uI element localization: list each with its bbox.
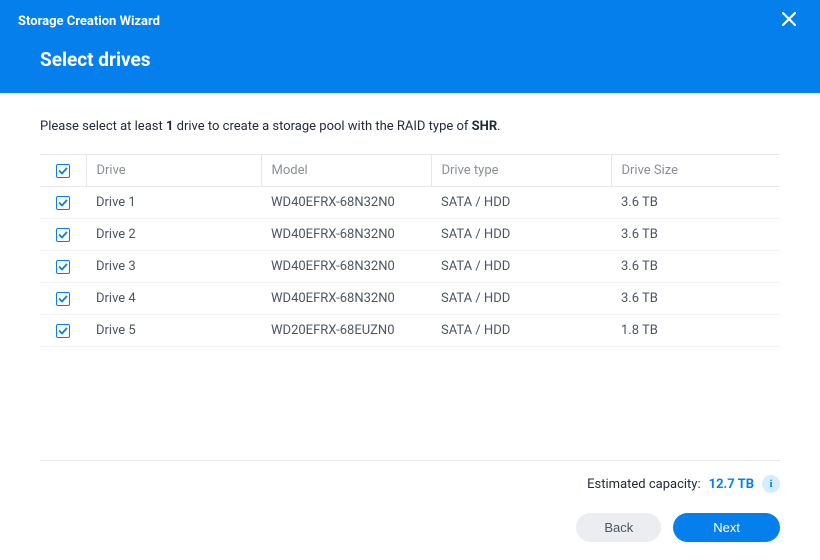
row-checkbox[interactable] bbox=[56, 292, 70, 306]
drive-size: 3.6 TB bbox=[611, 187, 780, 219]
step-title: Select drives bbox=[0, 36, 820, 93]
column-header-size[interactable]: Drive Size bbox=[611, 155, 780, 187]
drive-type: SATA / HDD bbox=[431, 251, 611, 283]
drive-name: Drive 3 bbox=[86, 251, 261, 283]
table-row[interactable]: Drive 3WD40EFRX-68N32N0SATA / HDD3.6 TB bbox=[40, 251, 780, 283]
info-icon[interactable]: i bbox=[762, 475, 780, 493]
next-button[interactable]: Next bbox=[673, 513, 780, 542]
column-header-type[interactable]: Drive type bbox=[431, 155, 611, 187]
instruction-mid: drive to create a storage pool with the … bbox=[173, 119, 471, 134]
table-row[interactable]: Drive 4WD40EFRX-68N32N0SATA / HDD3.6 TB bbox=[40, 283, 780, 315]
drive-name: Drive 5 bbox=[86, 315, 261, 347]
table-row[interactable]: Drive 5WD20EFRX-68EUZN0SATA / HDD1.8 TB bbox=[40, 315, 780, 347]
row-checkbox[interactable] bbox=[56, 324, 70, 338]
wizard-header: Storage Creation Wizard Select drives bbox=[0, 0, 820, 93]
content-area: Please select at least 1 drive to create… bbox=[0, 93, 820, 347]
row-checkbox[interactable] bbox=[56, 196, 70, 210]
drive-size: 3.6 TB bbox=[611, 251, 780, 283]
capacity-row: Estimated capacity: 12.7 TB i bbox=[40, 460, 780, 493]
capacity-value: 12.7 TB bbox=[709, 477, 754, 492]
row-checkbox[interactable] bbox=[56, 228, 70, 242]
wizard-title: Storage Creation Wizard bbox=[18, 14, 160, 29]
back-button[interactable]: Back bbox=[576, 513, 661, 542]
table-header-row: Drive Model Drive type Drive Size bbox=[40, 155, 780, 187]
drive-name: Drive 1 bbox=[86, 187, 261, 219]
instruction-prefix: Please select at least bbox=[40, 119, 166, 134]
button-row: Back Next bbox=[40, 513, 780, 542]
column-header-drive[interactable]: Drive bbox=[86, 155, 261, 187]
drive-model: WD40EFRX-68N32N0 bbox=[261, 187, 431, 219]
drive-type: SATA / HDD bbox=[431, 219, 611, 251]
drive-model: WD40EFRX-68N32N0 bbox=[261, 251, 431, 283]
drive-size: 1.8 TB bbox=[611, 315, 780, 347]
drive-type: SATA / HDD bbox=[431, 315, 611, 347]
drive-size: 3.6 TB bbox=[611, 283, 780, 315]
row-checkbox[interactable] bbox=[56, 260, 70, 274]
drive-model: WD40EFRX-68N32N0 bbox=[261, 283, 431, 315]
close-icon[interactable] bbox=[776, 10, 802, 32]
instruction-suffix: . bbox=[497, 119, 500, 134]
select-all-checkbox[interactable] bbox=[56, 164, 70, 178]
instruction-text: Please select at least 1 drive to create… bbox=[40, 119, 780, 134]
capacity-label: Estimated capacity: bbox=[587, 477, 700, 492]
drive-model: WD20EFRX-68EUZN0 bbox=[261, 315, 431, 347]
drive-name: Drive 2 bbox=[86, 219, 261, 251]
drive-size: 3.6 TB bbox=[611, 219, 780, 251]
drives-table: Drive Model Drive type Drive Size Drive … bbox=[40, 154, 780, 347]
table-row[interactable]: Drive 2WD40EFRX-68N32N0SATA / HDD3.6 TB bbox=[40, 219, 780, 251]
drive-name: Drive 4 bbox=[86, 283, 261, 315]
drive-type: SATA / HDD bbox=[431, 187, 611, 219]
drive-model: WD40EFRX-68N32N0 bbox=[261, 219, 431, 251]
table-row[interactable]: Drive 1WD40EFRX-68N32N0SATA / HDD3.6 TB bbox=[40, 187, 780, 219]
drive-type: SATA / HDD bbox=[431, 283, 611, 315]
instruction-raid-type: SHR bbox=[472, 119, 498, 134]
footer-area: Estimated capacity: 12.7 TB i Back Next bbox=[0, 460, 820, 560]
column-header-model[interactable]: Model bbox=[261, 155, 431, 187]
